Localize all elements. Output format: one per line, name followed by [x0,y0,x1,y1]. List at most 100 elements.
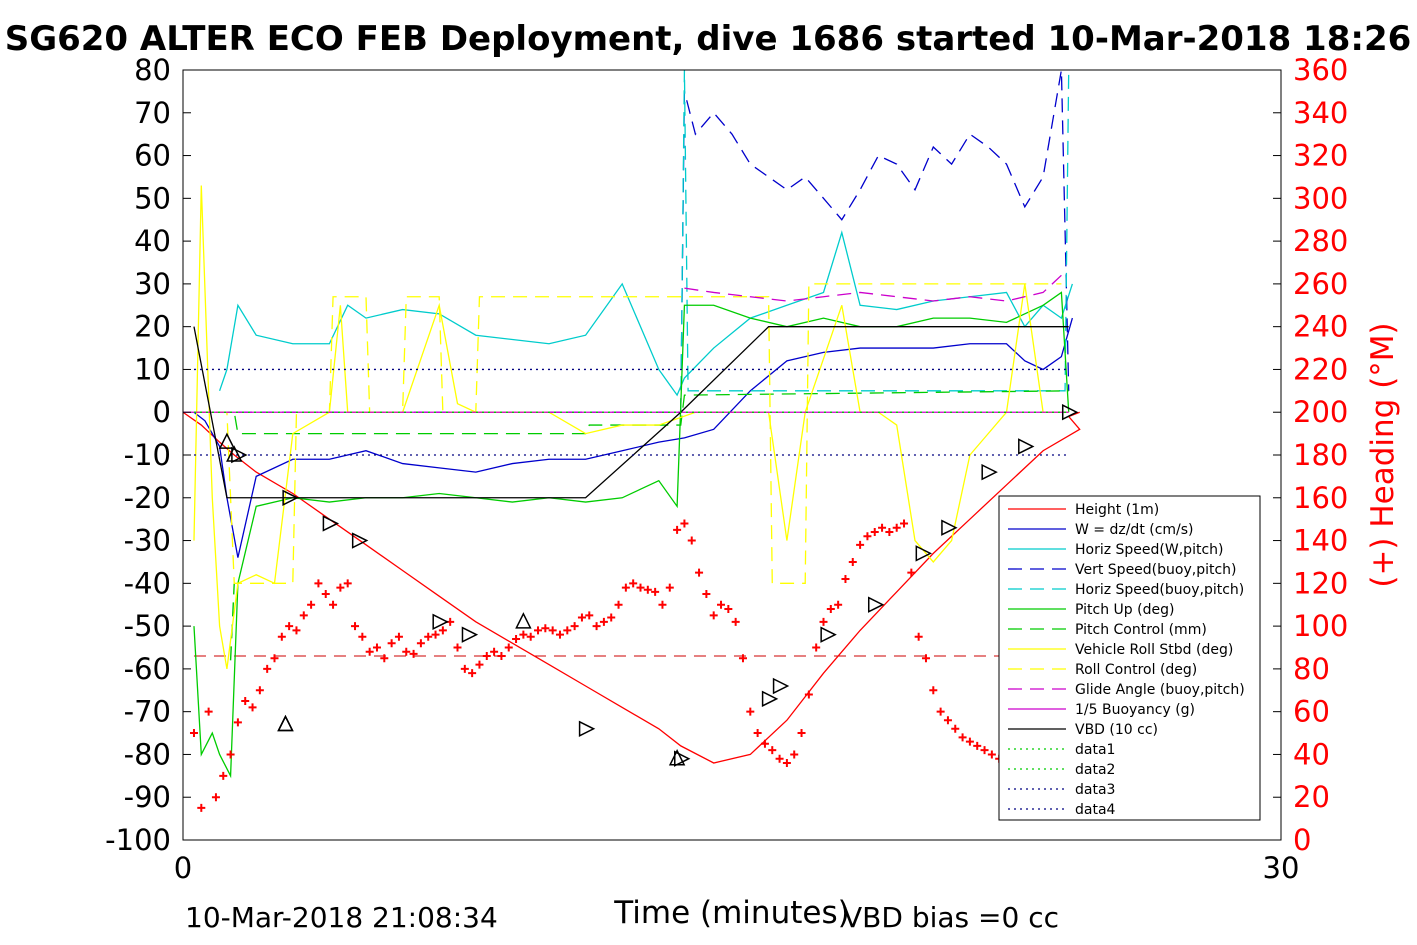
x-axis: 0 30 [174,832,1299,885]
legend-label: data1 [1075,742,1115,758]
y-right-tick-label: 340 [1293,96,1348,130]
heading-point [299,611,308,620]
heading-point [812,643,821,652]
right-triangle-marker [351,532,369,549]
legend-label: Vert Speed(buoy,pitch) [1075,562,1237,578]
heading-point [929,686,938,695]
heading-point [482,652,491,661]
y-right-tick-label: 80 [1293,652,1330,686]
heading-point [548,626,557,635]
heading-point [965,737,974,746]
heading-point [892,523,901,532]
heading-point [321,590,330,599]
heading-point [497,652,506,661]
x-tick-label: 0 [174,851,192,885]
heading-point [197,803,206,812]
heading-point [804,690,813,699]
heading-point [541,624,550,633]
heading-point [643,585,652,594]
heading-point [709,611,718,620]
y-tick-label: -90 [124,780,171,814]
y-right-tick-label: 260 [1293,267,1348,301]
heading-point [570,622,579,631]
series-line-7 [193,185,1069,669]
heading-point [307,600,316,609]
y-tick-label: 40 [134,224,171,258]
heading-point [636,583,645,592]
heading-point [453,643,462,652]
heading-point [943,716,952,725]
y-right-tick-label: 60 [1293,695,1330,729]
heading-point [226,750,235,759]
heading-point [885,528,894,536]
heading-point [665,583,674,592]
heading-point [204,707,213,716]
up-triangle-marker [218,432,236,449]
heading-point [263,664,272,673]
right-triangle-marker [915,545,932,562]
y-right-tick-label: 0 [1293,823,1311,857]
heading-point [512,634,521,643]
heading-point [775,754,784,763]
heading-point [738,654,747,663]
y-tick-label: -70 [124,695,171,729]
heading-point [219,771,228,780]
heading-point [387,639,396,648]
heading-point [270,654,279,663]
heading-point [870,528,879,536]
y-tick-label: -60 [124,652,171,686]
chart-title: SG620 ALTER ECO FEB Deployment, dive 168… [5,19,1412,59]
right-triangle-marker [867,596,885,613]
heading-point [468,669,477,678]
y-axis-right-label: (+) Heading (°M) [1365,322,1401,587]
heading-point [394,632,403,641]
heading-point [695,568,704,577]
heading-point [475,660,484,669]
heading-point [402,647,411,656]
up-triangle-marker [277,714,294,732]
heading-point [211,793,220,802]
y-right-tick-label: 300 [1293,181,1348,215]
right-triangle-marker [820,626,837,643]
legend-label: Pitch Up (deg) [1075,602,1174,618]
right-triangle-marker [761,690,779,708]
right-triangle-marker [461,626,479,643]
heading-point [680,519,689,528]
right-triangle-marker [1061,404,1079,421]
y-right-tick-label: 120 [1293,566,1348,600]
heading-point [599,617,608,626]
y-right-tick-label: 200 [1293,395,1348,429]
y-tick-label: 10 [134,352,171,386]
heading-point [534,626,543,635]
heading-point [292,626,301,635]
legend-label: 1/5 Buoyancy (g) [1075,702,1195,718]
heading-point [841,575,850,584]
heading-point [746,707,755,716]
heading-point [526,632,535,641]
heading-point [724,605,733,613]
heading-point [563,626,572,635]
y-axis-right: 3603403203002802602402202001801601401201… [1273,53,1348,857]
legend: Height (1m) W = dz/dt (cm/s) Horiz Speed(W… [998,495,1261,821]
heading-point [285,622,294,631]
series-line-6 [193,390,1069,435]
up-triangle-marker [515,612,532,629]
right-triangle-marker [282,489,299,506]
y-right-tick-label: 360 [1293,53,1348,87]
heading-point [519,630,528,639]
y-tick-label: 70 [134,96,171,130]
legend-label: Glide Angle (buoy,pitch) [1075,682,1245,698]
heading-point [255,686,264,695]
series-line-9 [684,274,1062,302]
up-triangle-marker [277,714,294,732]
heading-point [863,532,872,541]
heading-point [717,600,726,609]
heading-point [658,600,667,609]
heading-point [621,583,630,592]
heading-point [760,739,769,748]
heading-point [241,696,250,705]
right-triangle-marker [772,677,790,695]
heading-point [358,632,367,641]
y-tick-label: 30 [134,267,171,301]
heading-point [856,540,865,549]
